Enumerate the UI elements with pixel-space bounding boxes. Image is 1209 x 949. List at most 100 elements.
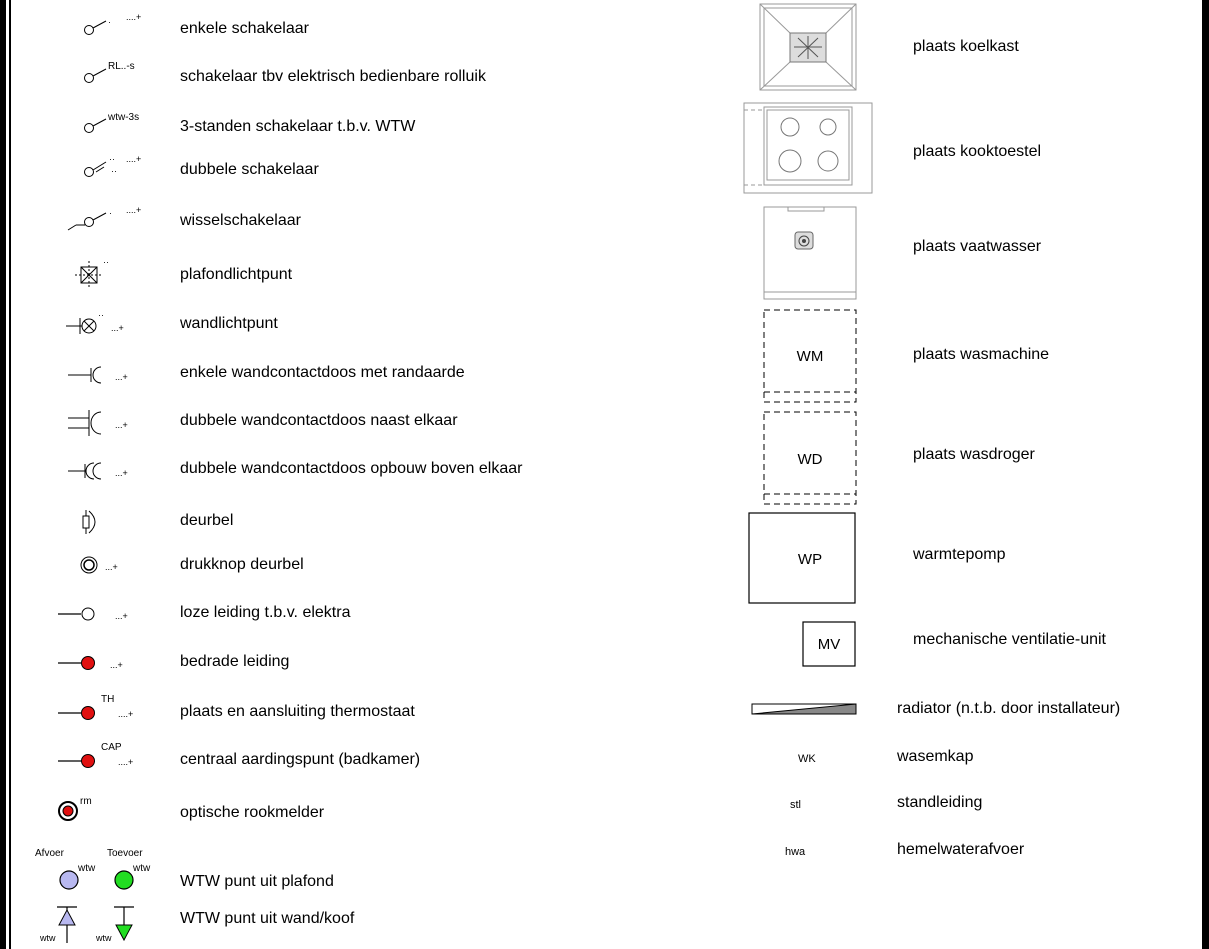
single-socket-icon <box>68 366 102 384</box>
standpipe-code: stl <box>790 799 801 811</box>
wtw-extract-ceiling-icon <box>59 870 79 890</box>
legend-label-enkele-schakelaar: enkele schakelaar <box>180 20 309 37</box>
wall-light-suffix: ...+ <box>111 323 124 333</box>
svg-text:··: ·· <box>98 310 104 320</box>
roller-shutter-switch-icon <box>84 68 107 83</box>
legend-label-thermostaat: plaats en aansluiting thermostaat <box>180 703 415 720</box>
legend-label-standleiding: standleiding <box>897 794 983 811</box>
legend-label-enkele-wcd: enkele wandcontactdoos met randaarde <box>180 364 465 381</box>
smoke-detector-tag: rm <box>80 796 92 807</box>
legend-label-wisselschakelaar: wisselschakelaar <box>180 212 301 229</box>
legend-label-loze-leiding: loze leiding t.b.v. elektra <box>180 604 351 621</box>
double-socket-stacked-suffix: ...+ <box>115 468 128 478</box>
range-hood-code: WK <box>798 753 816 765</box>
three-position-switch-icon <box>84 118 107 133</box>
svg-text:··: ·· <box>103 257 109 267</box>
wall-light-icon: ·· <box>66 310 104 334</box>
legend-label-wtw-schakelaar: 3-standen schakelaar t.b.v. WTW <box>180 118 416 135</box>
legend-label-wasemkap: wasemkap <box>897 748 974 765</box>
thermostat-suffix: ....+ <box>118 709 133 719</box>
heat-pump-code: WP <box>798 551 822 568</box>
legend-label-wasmachine: plaats wasmachine <box>913 346 1050 363</box>
double-socket-side-icon <box>68 410 102 436</box>
legend-label-radiator: radiator (n.t.b. door installateur) <box>897 700 1121 717</box>
cooktop-icon <box>743 102 873 194</box>
wired-conduit-icon <box>58 656 95 670</box>
svg-text:··: ·· <box>109 154 115 164</box>
wtw-supply-wall-icon <box>114 906 134 942</box>
doorbell-button-icon <box>80 556 98 574</box>
grounding-point-icon <box>58 754 95 768</box>
wtw-wall-extract-tag: wtw <box>39 933 56 943</box>
svg-text:·: · <box>109 208 112 218</box>
grounding-point-suffix: ....+ <box>118 757 133 767</box>
single-switch-icon: · <box>84 17 111 35</box>
washing-machine-code: WM <box>797 348 824 365</box>
washing-machine-icon <box>763 309 857 403</box>
wtw-extract-tag: wtw <box>77 863 96 874</box>
legend-label-dubbele-wcd-boven: dubbele wandcontactdoos opbouw boven elk… <box>180 460 523 477</box>
radiator-icon <box>751 703 857 715</box>
single-switch-suffix: ....+ <box>126 12 141 22</box>
legend-label-dubbele-schakelaar: dubbele schakelaar <box>180 161 319 178</box>
left-symbols-canvas: · ....+ RL..-s wtw-3s ·· ·· ....+ · ....… <box>35 12 151 943</box>
thermostat-tag: TH <box>101 694 114 705</box>
dryer-icon <box>763 411 857 505</box>
two-way-switch-suffix: ....+ <box>126 205 141 215</box>
legend-label-ventilatie: mechanische ventilatie-unit <box>913 631 1106 648</box>
frame-left-border <box>0 0 6 949</box>
wtw-toevoer-label: Toevoer <box>107 848 143 859</box>
doorbell-icon <box>82 510 96 534</box>
dishwasher-icon <box>763 206 857 300</box>
single-socket-suffix: ...+ <box>115 372 128 382</box>
wtw-wall-supply-tag: wtw <box>95 933 112 943</box>
svg-text:·: · <box>108 17 111 27</box>
legend-label-plafondlichtpunt: plafondlichtpunt <box>180 266 293 283</box>
frame-right-border <box>1202 0 1209 949</box>
legend-label-rookmelder: optische rookmelder <box>180 804 325 821</box>
dryer-code: WD <box>798 451 823 468</box>
ventilation-unit-code: MV <box>818 636 841 653</box>
fridge-icon <box>759 3 857 91</box>
legend-label-wasdroger: plaats wasdroger <box>913 446 1035 463</box>
grounding-point-tag: CAP <box>101 742 122 753</box>
rainwater-drain-code: hwa <box>785 846 806 858</box>
double-switch-suffix: ....+ <box>126 154 141 164</box>
frame-left-inner-border <box>9 0 11 949</box>
legend-label-drukknop-deurbel: drukknop deurbel <box>180 556 304 573</box>
legend-label-hemelwaterafvoer: hemelwaterafvoer <box>897 841 1025 858</box>
wtw-extract-wall-icon <box>57 906 77 943</box>
legend-label-bedrade-leiding: bedrade leiding <box>180 653 290 670</box>
doorbell-button-suffix: ...+ <box>105 562 118 572</box>
empty-conduit-icon <box>58 607 95 621</box>
legend-label-warmtepomp: warmtepomp <box>913 546 1006 563</box>
right-symbols-canvas: WM WD WP MV · WK stl hwa <box>743 3 873 858</box>
legend-label-wtw-plafond: WTW punt uit plafond <box>180 873 334 890</box>
wtw-supply-tag: wtw <box>132 863 151 874</box>
legend-label-vaatwasser: plaats vaatwasser <box>913 238 1042 255</box>
smoke-detector-icon <box>58 801 78 821</box>
three-position-suffix: wtw-3s <box>107 112 139 123</box>
legend-label-rolluik-schakelaar: schakelaar tbv elektrisch bedienbare rol… <box>180 68 486 85</box>
double-socket-stacked-icon <box>68 462 102 480</box>
heat-pump-icon <box>748 512 856 604</box>
wtw-supply-ceiling-icon <box>114 870 134 890</box>
legend-label-kooktoestel: plaats kooktoestel <box>913 143 1042 160</box>
legend-label-koelkast: plaats koelkast <box>913 38 1019 55</box>
legend-label-wtw-wand: WTW punt uit wand/koof <box>180 910 355 927</box>
two-way-switch-icon: · <box>67 208 112 231</box>
legend-label-aardingspunt: centraal aardingspunt (badkamer) <box>180 751 421 768</box>
legend-label-dubbele-wcd-naast: dubbele wandcontactdoos naast elkaar <box>180 412 458 429</box>
double-switch-icon: ·· ·· <box>84 154 117 177</box>
empty-conduit-suffix: ...+ <box>115 611 128 621</box>
ceiling-light-icon: ·· <box>75 257 109 289</box>
double-socket-side-suffix: ...+ <box>115 420 128 430</box>
wired-conduit-suffix: ...+ <box>110 660 123 670</box>
thermostat-icon <box>58 706 95 720</box>
legend-label-wandlichtpunt: wandlichtpunt <box>180 315 278 332</box>
wtw-afvoer-label: Afvoer <box>35 848 65 859</box>
ventilation-unit-icon <box>802 621 856 667</box>
roller-shutter-suffix: RL..-s <box>108 61 135 72</box>
legend-label-deurbel: deurbel <box>180 512 234 529</box>
svg-text:··: ·· <box>111 166 117 176</box>
